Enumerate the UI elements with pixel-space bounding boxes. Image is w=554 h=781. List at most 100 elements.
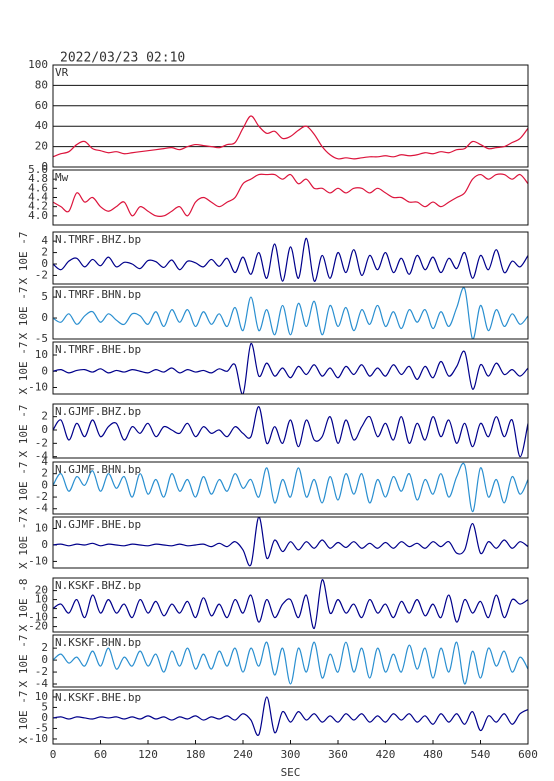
y-axis-label: X 10E -7 [17,232,30,285]
panel-frame [52,577,529,633]
y-tick-label: 5 [41,700,48,713]
y-tick-label: 10 [35,593,48,606]
x-tick-label: 0 [50,748,57,761]
panel-frame [52,64,529,168]
panel-frame [52,286,529,340]
y-tick-label: 2 [41,246,48,259]
y-tick-label: 0 [41,364,48,377]
y-tick-label: 0 [41,538,48,551]
trace-line [53,696,528,736]
panel-label: N.KSKF.BHE.bp [55,691,141,704]
y-tick-label: 5.0 [28,163,48,176]
trace-line [53,115,528,160]
x-tick-label: 240 [233,748,253,761]
x-tick-label: 600 [518,748,538,761]
x-axis-label: SEC [281,766,301,779]
y-tick-label: 40 [35,119,48,132]
y-axis-label: X 10E -7 [17,462,30,515]
y-tick-label: -2 [35,490,48,503]
y-tick-label: -4 [35,502,49,515]
y-tick-label: 100 [28,58,48,71]
y-tick-label: 0 [41,478,48,491]
panel-frame [52,341,529,395]
y-tick-label: 0 [41,602,48,615]
y-axis-label: X 10E -7 [17,405,30,458]
y-tick-label: 5 [41,290,48,303]
x-tick-label: 540 [471,748,491,761]
trace-line [53,287,528,339]
y-tick-label: 4.2 [28,200,48,213]
y-tick-label: 20 [35,584,48,597]
trace-line [53,173,528,218]
y-tick-label: 4 [41,234,48,247]
y-tick-label: -20 [28,620,48,633]
y-tick-label: -5 [35,332,48,345]
y-tick-label: 0 [41,653,48,666]
trace-line [53,517,528,567]
trace-line [53,406,528,458]
panel-label: Mw [55,171,69,184]
y-tick-label: 0 [41,160,48,173]
y-tick-label: -4 [35,450,49,463]
trace-line [53,579,528,630]
y-tick-label: -10 [28,732,48,745]
y-tick-label: 20 [35,140,48,153]
trace-line [53,462,528,513]
panel-frame [52,516,529,569]
panel-frame [52,231,529,285]
trace-line [53,343,528,394]
chart-title: 2022/03/23 02:10 [60,51,185,66]
y-tick-label: 4.8 [28,172,48,185]
x-tick-label: 420 [376,748,396,761]
y-tick-label: -10 [28,554,48,567]
y-tick-label: 60 [35,99,48,112]
y-tick-label: 80 [35,78,48,91]
y-tick-label: 0 [41,711,48,724]
y-tick-label: 4.6 [28,181,48,194]
y-axis-label: X 10E -7 [17,516,30,569]
panel-label: N.KSKF.BHZ.bp [55,579,141,592]
y-axis-label: X 10E -7 [17,287,30,340]
y-tick-label: 4.0 [28,209,48,222]
panel-frame [52,461,529,515]
y-tick-label: 10 [35,690,48,703]
y-tick-label: 10 [35,348,48,361]
y-tick-label: 2 [41,467,48,480]
x-tick-label: 300 [281,748,301,761]
x-tick-label: 180 [186,748,206,761]
panel-label: N.TMRF.BHN.bp [55,288,141,301]
panel-label: N.KSKF.BHN.bp [55,636,141,649]
x-tick-label: 360 [328,748,348,761]
panel-label: N.GJMF.BHZ.bp [55,405,141,418]
panel-label: N.TMRF.BHE.bp [55,343,141,356]
panel-label: N.GJMF.BHN.bp [55,463,141,476]
trace-line [53,641,528,685]
y-tick-label: 4 [41,455,48,468]
y-tick-label: 4.4 [28,191,48,204]
panel-label: N.GJMF.BHE.bp [55,518,141,531]
y-tick-label: 0 [41,311,48,324]
y-tick-label: 0 [41,423,48,436]
panel-frame [52,634,529,688]
x-tick-label: 480 [423,748,443,761]
y-tick-label: 10 [35,522,48,535]
y-tick-label: -2 [35,268,48,281]
y-tick-label: -5 [35,721,48,734]
panel-frame [52,169,529,226]
y-axis-label: X 10E -7 [17,635,30,688]
panel-label: N.TMRF.BHZ.bp [55,233,141,246]
trace-line [53,237,528,282]
y-tick-label: 2 [41,410,48,423]
y-tick-label: -10 [28,381,48,394]
y-tick-label: 0 [41,257,48,270]
y-tick-label: 2 [41,641,48,654]
x-tick-label: 120 [138,748,158,761]
panel-label: VR [55,66,69,79]
panel-frame [52,403,529,459]
y-tick-label: -2 [35,665,48,678]
y-tick-label: -4 [35,677,49,690]
x-tick-label: 60 [94,748,107,761]
y-axis-label: X 10E -8 [17,579,30,632]
